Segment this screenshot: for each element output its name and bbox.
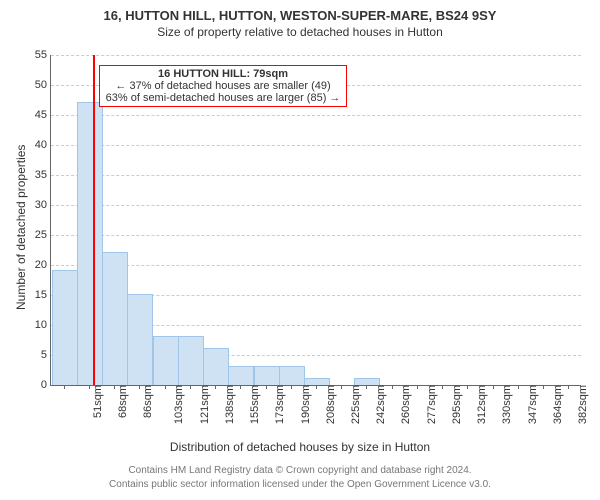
subject-marker-line <box>93 55 95 385</box>
y-tick-label: 15 <box>35 289 51 301</box>
y-tick-label: 30 <box>35 199 51 211</box>
grid-line <box>51 235 581 236</box>
histogram-bar <box>304 378 330 385</box>
histogram-bar <box>354 378 380 385</box>
x-tick-label: 208sqm <box>323 385 337 424</box>
x-tick-mark <box>190 385 191 389</box>
x-tick-mark <box>341 385 342 389</box>
x-tick-mark <box>543 385 544 389</box>
x-tick-label: 155sqm <box>247 385 261 424</box>
x-tick-mark <box>392 385 393 389</box>
histogram-bar <box>279 366 305 385</box>
callout-smaller: ← 37% of detached houses are smaller (49… <box>106 80 341 92</box>
y-tick-label: 20 <box>35 259 51 271</box>
grid-line <box>51 265 581 266</box>
x-tick-mark <box>266 385 267 389</box>
y-tick-label: 10 <box>35 319 51 331</box>
y-axis-label: Number of detached properties <box>14 145 28 310</box>
y-tick-label: 25 <box>35 229 51 241</box>
x-tick-mark <box>89 385 90 389</box>
x-tick-label: 173sqm <box>272 385 286 424</box>
x-tick-label: 68sqm <box>115 385 129 418</box>
x-tick-label: 225sqm <box>348 385 362 424</box>
x-tick-mark <box>417 385 418 389</box>
x-tick-label: 312sqm <box>474 385 488 424</box>
x-tick-mark <box>518 385 519 389</box>
y-tick-label: 55 <box>35 49 51 61</box>
x-tick-label: 51sqm <box>90 385 104 418</box>
x-tick-mark <box>467 385 468 389</box>
plot-area: 051015202530354045505551sqm68sqm86sqm103… <box>50 55 581 386</box>
x-tick-label: 347sqm <box>525 385 539 424</box>
callout-larger: 63% of semi-detached houses are larger (… <box>106 92 341 104</box>
chart-title-line1: 16, HUTTON HILL, HUTTON, WESTON-SUPER-MA… <box>0 0 600 23</box>
x-tick-mark <box>114 385 115 389</box>
x-tick-mark <box>568 385 569 389</box>
x-tick-mark <box>316 385 317 389</box>
x-tick-label: 330sqm <box>500 385 514 424</box>
x-tick-mark <box>165 385 166 389</box>
x-tick-mark <box>64 385 65 389</box>
histogram-bar <box>153 336 179 385</box>
histogram-bar <box>127 294 153 385</box>
grid-line <box>51 205 581 206</box>
x-tick-mark <box>291 385 292 389</box>
x-tick-label: 382sqm <box>575 385 589 424</box>
y-tick-label: 45 <box>35 109 51 121</box>
y-tick-label: 50 <box>35 79 51 91</box>
grid-line <box>51 55 581 56</box>
histogram-bar <box>203 348 229 385</box>
footer-line2: Contains public sector information licen… <box>0 479 600 490</box>
histogram-bar <box>228 366 254 385</box>
x-tick-mark <box>139 385 140 389</box>
y-tick-label: 5 <box>41 349 51 361</box>
x-tick-label: 242sqm <box>373 385 387 424</box>
histogram-bar <box>254 366 280 385</box>
x-tick-mark <box>215 385 216 389</box>
x-tick-label: 277sqm <box>424 385 438 424</box>
histogram-bar <box>52 270 78 385</box>
y-tick-label: 40 <box>35 139 51 151</box>
chart-title-line2: Size of property relative to detached ho… <box>0 23 600 39</box>
x-tick-label: 103sqm <box>171 385 185 424</box>
histogram-bar <box>102 252 128 385</box>
footer-line1: Contains HM Land Registry data © Crown c… <box>0 465 600 476</box>
grid-line <box>51 115 581 116</box>
histogram-bar <box>77 102 103 385</box>
x-tick-label: 138sqm <box>222 385 236 424</box>
y-tick-label: 0 <box>41 379 51 391</box>
grid-line <box>51 175 581 176</box>
x-tick-mark <box>493 385 494 389</box>
x-tick-label: 364sqm <box>550 385 564 424</box>
x-tick-mark <box>240 385 241 389</box>
x-axis-label: Distribution of detached houses by size … <box>0 440 600 454</box>
y-tick-label: 35 <box>35 169 51 181</box>
histogram-bar <box>178 336 204 385</box>
x-tick-label: 121sqm <box>197 385 211 424</box>
x-tick-mark <box>366 385 367 389</box>
x-tick-label: 86sqm <box>140 385 154 418</box>
grid-line <box>51 145 581 146</box>
subject-callout: 16 HUTTON HILL: 79sqm← 37% of detached h… <box>99 65 348 107</box>
x-tick-label: 260sqm <box>399 385 413 424</box>
callout-headline: 16 HUTTON HILL: 79sqm <box>106 68 341 80</box>
x-tick-label: 295sqm <box>449 385 463 424</box>
x-tick-mark <box>442 385 443 389</box>
x-tick-label: 190sqm <box>298 385 312 424</box>
